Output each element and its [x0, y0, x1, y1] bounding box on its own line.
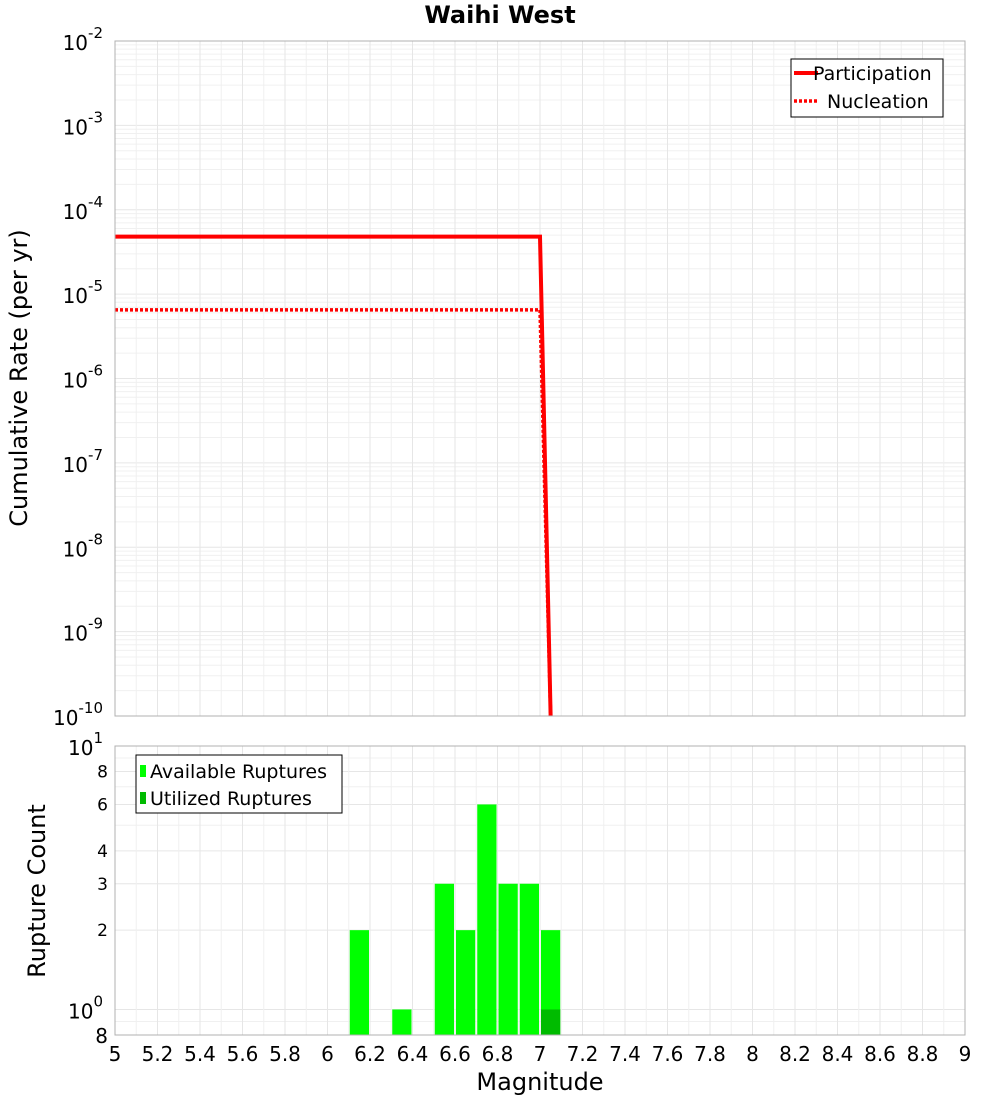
magnitude-tick-label: 6.2 — [354, 1042, 386, 1066]
magnitude-tick-label: 7.4 — [609, 1042, 641, 1066]
available-ruptures-bar — [519, 883, 539, 1035]
magnitude-tick-label: 6.6 — [439, 1042, 471, 1066]
rate-plot-grid — [114, 40, 966, 717]
available-ruptures-bar — [477, 804, 497, 1035]
available-ruptures-bar — [498, 883, 518, 1035]
count-y-tick-label: 100 — [68, 992, 103, 1023]
magnitude-tick-label: 6.4 — [397, 1042, 429, 1066]
rate-y-tick-label: 10-3 — [63, 108, 103, 139]
magnitude-tick-label: 7 — [534, 1042, 547, 1066]
magnitude-tick-label: 5.4 — [184, 1042, 216, 1066]
magnitude-tick-label: 5 — [109, 1042, 122, 1066]
magnitude-tick-label: 8.4 — [822, 1042, 854, 1066]
count-plot-legend: Available Ruptures Utilized Ruptures — [135, 754, 343, 814]
magnitude-tick-label: 7.8 — [694, 1042, 726, 1066]
rate-y-tick-label: 10-8 — [63, 530, 103, 561]
available-ruptures-legend-label: Available Ruptures — [150, 761, 327, 783]
rate-plot-ylabel: Cumulative Rate (per yr) — [5, 229, 33, 527]
magnitude-tick-label: 8.2 — [779, 1042, 811, 1066]
count-legend-box — [135, 754, 343, 814]
magnitude-tick-label: 5.2 — [142, 1042, 174, 1066]
count-y-tick-label: 8 — [97, 763, 108, 783]
rate-y-tick-label: 10-5 — [63, 277, 103, 308]
magnitude-tick-label: 5.8 — [269, 1042, 301, 1066]
magnitude-tick-label: 9 — [959, 1042, 972, 1066]
magnitude-tick-label: 5.6 — [227, 1042, 259, 1066]
chart-title: Waihi West — [424, 1, 575, 29]
nucleation-line — [115, 308, 553, 717]
count-y-tick-label: 8 — [95, 1024, 108, 1048]
magnitude-tick-label: 8.6 — [864, 1042, 896, 1066]
rate-plot: 10-10 10-9 10-8 10-7 10-6 10-5 10-4 10-3 10-2 Cu… — [5, 24, 966, 730]
rate-y-tick-label: 10-7 — [63, 446, 103, 477]
available-ruptures-bar — [392, 1009, 412, 1035]
nucleation-legend-label: Nucleation — [827, 91, 929, 113]
participation-legend-label: Participation — [813, 63, 932, 85]
magnitude-tick-label: 7.6 — [652, 1042, 684, 1066]
rate-plot-y-ticks: 10-10 10-9 10-8 10-7 10-6 10-5 10-4 10-3 10-2 — [53, 24, 103, 730]
utilized-ruptures-bar — [541, 1009, 561, 1035]
rate-y-tick-label: 10-10 — [53, 699, 103, 730]
count-y-tick-label: 2 — [97, 921, 108, 941]
rate-plot-series — [115, 234, 553, 717]
utilized-ruptures-legend-label: Utilized Ruptures — [150, 788, 312, 810]
count-plot-bars — [349, 804, 561, 1035]
rate-plot-legend: Participation Nucleation — [790, 58, 944, 118]
rate-y-tick-label: 10-6 — [63, 362, 103, 393]
count-plot-ylabel: Rupture Count — [23, 804, 51, 978]
available-ruptures-legend-swatch — [140, 765, 146, 777]
rate-y-tick-label: 10-4 — [63, 193, 103, 224]
count-y-tick-label: 4 — [97, 842, 108, 862]
count-y-tick-label: 3 — [97, 875, 108, 895]
count-plot-x-ticks: 5 5.2 5.4 5.6 5.8 6 6.2 6.4 6.6 6.8 7 7.2 7.4 7.6 7.8 8… — [109, 1042, 972, 1066]
available-ruptures-bar — [434, 883, 454, 1035]
count-plot-xlabel: Magnitude — [476, 1068, 603, 1096]
magnitude-tick-label: 6.8 — [482, 1042, 514, 1066]
rate-legend-box — [790, 58, 944, 118]
magnitude-tick-label: 7.2 — [567, 1042, 599, 1066]
count-y-tick-label: 6 — [97, 795, 108, 815]
rate-plot-frame — [114, 40, 966, 717]
rate-y-tick-label: 10-2 — [63, 24, 103, 55]
magnitude-tick-label: 6 — [321, 1042, 334, 1066]
count-plot-frame — [114, 745, 966, 1036]
rate-y-tick-label: 10-9 — [63, 615, 103, 646]
utilized-ruptures-legend-swatch — [140, 792, 146, 804]
available-ruptures-bar — [456, 930, 476, 1035]
magnitude-tick-label: 8.8 — [907, 1042, 939, 1066]
magnitude-tick-label: 8 — [746, 1042, 759, 1066]
available-ruptures-bar — [349, 930, 369, 1035]
count-y-tick-label: 101 — [68, 729, 103, 760]
available-ruptures-bar — [541, 930, 561, 1035]
